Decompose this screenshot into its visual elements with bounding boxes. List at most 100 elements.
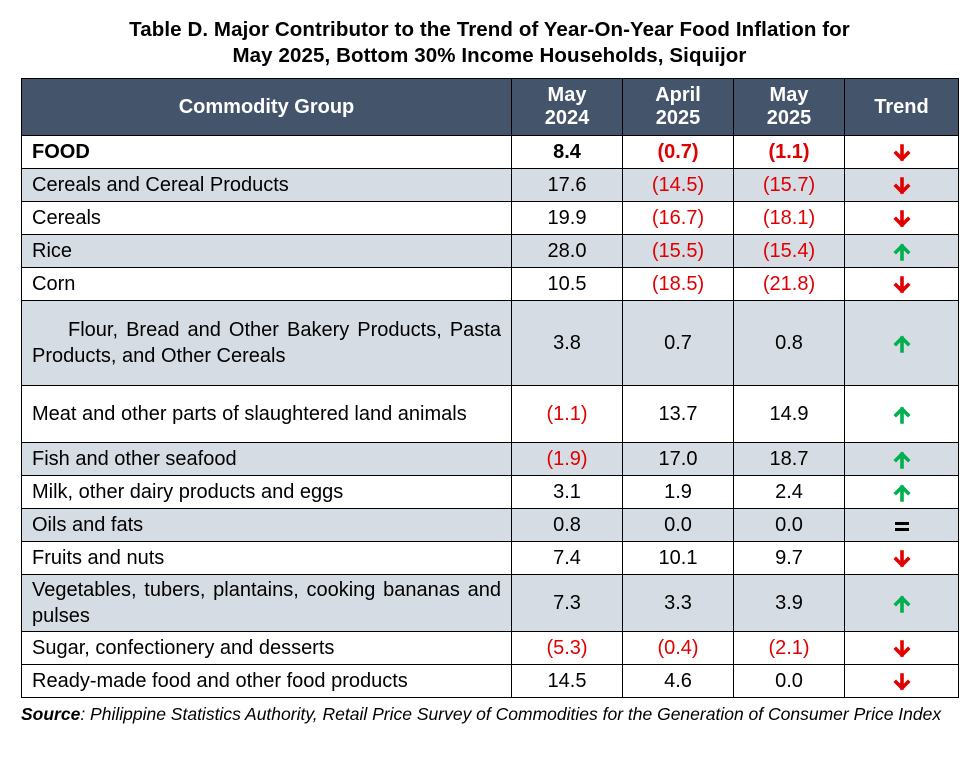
value-april-2025: 17.0	[622, 442, 734, 476]
value-may-2025: 9.7	[733, 541, 845, 575]
header-row: Commodity Group May 2024 April 2025 May …	[21, 78, 959, 136]
header-april-2025-line2: 2025	[655, 107, 701, 129]
table-body: FOOD 8.4 (0.7) (1.1) Cereals and Cereal Prod…	[21, 135, 959, 698]
down-arrow-icon	[892, 176, 911, 195]
value-may-2024: (5.3)	[511, 631, 623, 665]
value-may-2025: 0.0	[733, 508, 845, 542]
table-row: Milk, other dairy products and eggs 3.1 1.…	[21, 475, 959, 509]
header-may-2025-line2: 2025	[766, 107, 812, 129]
trend-up-arrow-icon	[844, 574, 959, 632]
value-may-2024: 3.1	[511, 475, 623, 509]
value-may-2025: (15.7)	[733, 168, 845, 202]
header-may-2024: May 2024	[511, 78, 623, 136]
commodity-label: Cereals	[21, 201, 512, 235]
trend-up-arrow-icon	[844, 442, 959, 476]
table-title-line1: Table D. Major Contributor to the Trend …	[129, 18, 850, 41]
value-may-2024: (1.1)	[511, 385, 623, 443]
table-row: Cereals and Cereal Products 17.6 (14.5) (15…	[21, 168, 959, 202]
value-may-2025: 2.4	[733, 475, 845, 509]
trend-up-arrow-icon	[844, 300, 959, 386]
value-april-2025: 3.3	[622, 574, 734, 632]
value-may-2024: 3.8	[511, 300, 623, 386]
trend-down-arrow-icon	[844, 664, 959, 698]
value-may-2025: (21.8)	[733, 267, 845, 301]
value-may-2024: 14.5	[511, 664, 623, 698]
equal-icon	[894, 521, 909, 531]
food-inflation-table: Commodity Group May 2024 April 2025 May …	[21, 78, 959, 698]
value-may-2025: (1.1)	[733, 135, 845, 169]
value-april-2025: 0.0	[622, 508, 734, 542]
value-may-2024: 7.4	[511, 541, 623, 575]
commodity-label: FOOD	[21, 135, 512, 169]
source-note: Source: Philippine Statistics Authority,…	[21, 703, 951, 725]
commodity-label: Ready-made food and other food products	[21, 664, 512, 698]
commodity-label: Meat and other parts of slaughtered land…	[21, 385, 512, 443]
table-row: Ready-made food and other food products 1…	[21, 664, 959, 698]
trend-up-arrow-icon	[844, 385, 959, 443]
up-arrow-icon	[892, 451, 911, 469]
trend-down-arrow-icon	[844, 168, 959, 202]
commodity-label: Cereals and Cereal Products	[21, 168, 512, 202]
commodity-label: Fruits and nuts	[21, 541, 512, 575]
value-april-2025: 10.1	[622, 541, 734, 575]
table-title: Table D. Major Contributor to the Trend …	[0, 17, 979, 69]
table-row: Rice 28.0 (15.5) (15.4)	[21, 234, 959, 268]
trend-down-arrow-icon	[844, 631, 959, 665]
value-april-2025: 0.7	[622, 300, 734, 386]
trend-down-arrow-icon	[844, 267, 959, 301]
trend-down-arrow-icon	[844, 201, 959, 235]
header-trend: Trend	[844, 78, 959, 136]
value-april-2025: 4.6	[622, 664, 734, 698]
table-row: Sugar, confectionery and desserts (5.3) (0…	[21, 631, 959, 665]
value-april-2025: 13.7	[622, 385, 734, 443]
value-may-2024: 17.6	[511, 168, 623, 202]
value-may-2025: 18.7	[733, 442, 845, 476]
header-may-2025-line1: May	[769, 84, 809, 106]
up-arrow-icon	[892, 595, 911, 613]
value-april-2025: (14.5)	[622, 168, 734, 202]
value-may-2024: (1.9)	[511, 442, 623, 476]
commodity-label: Fish and other seafood	[21, 442, 512, 476]
value-april-2025: (16.7)	[622, 201, 734, 235]
table-row: Fruits and nuts 7.4 10.1 9.7	[21, 541, 959, 575]
table-row: Flour, Bread and Other Bakery Products, …	[21, 300, 959, 386]
value-april-2025: (0.4)	[622, 631, 734, 665]
source-label: Source	[21, 704, 81, 724]
header-may-2025: May 2025	[733, 78, 845, 136]
commodity-label: Milk, other dairy products and eggs	[21, 475, 512, 509]
table-row: Vegetables, tubers, plantains, cooking b…	[21, 574, 959, 632]
value-april-2025: 1.9	[622, 475, 734, 509]
value-may-2025: 3.9	[733, 574, 845, 632]
commodity-label: Oils and fats	[21, 508, 512, 542]
table-row: Oils and fats 0.8 0.0 0.0	[21, 508, 959, 542]
commodity-label: Corn	[21, 267, 512, 301]
down-arrow-icon	[892, 639, 911, 658]
trend-down-arrow-icon	[844, 135, 959, 169]
commodity-label: Sugar, confectionery and desserts	[21, 631, 512, 665]
header-may-2024-line2: 2024	[544, 107, 590, 129]
down-arrow-icon	[892, 143, 911, 162]
down-arrow-icon	[892, 672, 911, 691]
header-april-2025-line1: April	[655, 84, 701, 106]
up-arrow-icon	[892, 243, 911, 261]
table-row: Meat and other parts of slaughtered land…	[21, 385, 959, 443]
value-may-2025: (2.1)	[733, 631, 845, 665]
value-may-2025: (18.1)	[733, 201, 845, 235]
value-may-2025: 0.0	[733, 664, 845, 698]
table-row: FOOD 8.4 (0.7) (1.1)	[21, 135, 959, 169]
up-arrow-icon	[892, 484, 911, 502]
down-arrow-icon	[892, 209, 911, 228]
value-april-2025: (0.7)	[622, 135, 734, 169]
commodity-label: Rice	[21, 234, 512, 268]
value-may-2024: 10.5	[511, 267, 623, 301]
value-april-2025: (18.5)	[622, 267, 734, 301]
commodity-label: Flour, Bread and Other Bakery Products, …	[21, 300, 512, 386]
value-may-2024: 0.8	[511, 508, 623, 542]
value-may-2024: 7.3	[511, 574, 623, 632]
value-may-2024: 8.4	[511, 135, 623, 169]
commodity-label: Vegetables, tubers, plantains, cooking b…	[21, 574, 512, 632]
table-row: Corn 10.5 (18.5) (21.8)	[21, 267, 959, 301]
header-commodity-group: Commodity Group	[21, 78, 512, 136]
value-may-2025: (15.4)	[733, 234, 845, 268]
trend-equal-icon	[844, 508, 959, 542]
